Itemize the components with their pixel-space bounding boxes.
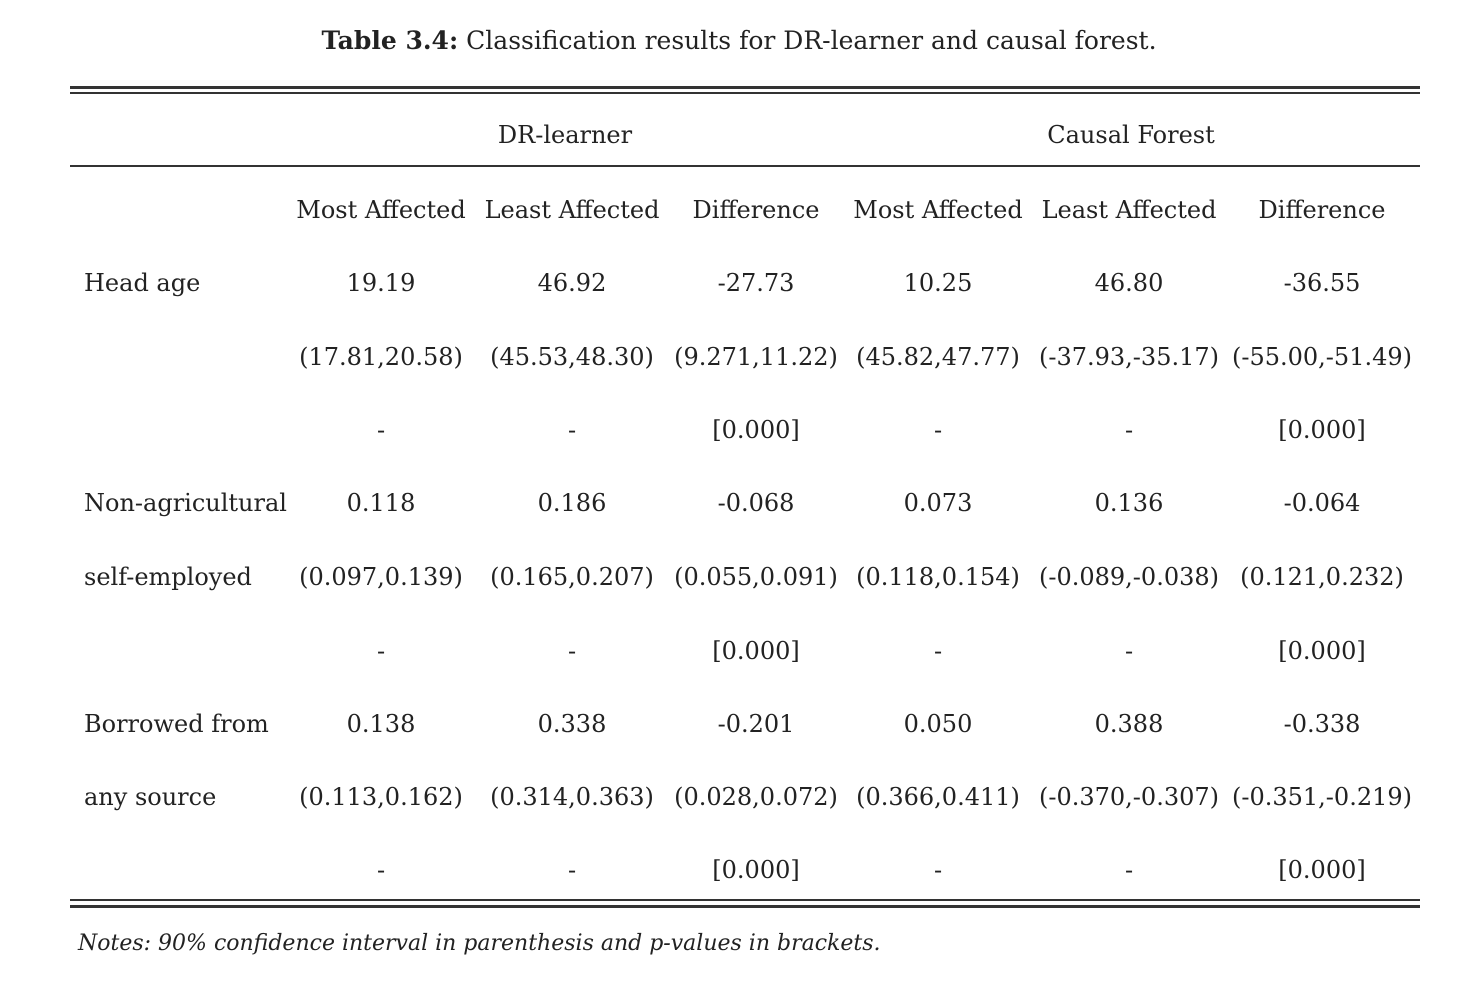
table-bottom-rule: [70, 899, 1420, 901]
table-top-rule-inner: [70, 92, 1420, 94]
table-cell-estimate: -0.068: [717, 489, 795, 517]
table-cell-pvalue: -: [567, 856, 577, 884]
table-cell-estimate: 10.25: [903, 269, 973, 297]
table-cell-pvalue: -: [567, 637, 577, 665]
column-header: Most Affected: [296, 196, 466, 224]
table-cell-estimate: -36.55: [1283, 269, 1361, 297]
table-cell-interval: (0.097,0.139): [299, 563, 463, 591]
table-cell-interval: (0.028,0.072): [674, 783, 838, 811]
table-cell-interval: (17.81,20.58): [299, 343, 463, 371]
table-cell-interval: (0.055,0.091): [674, 563, 838, 591]
column-header: Most Affected: [853, 196, 1023, 224]
table-cell-estimate: 0.338: [537, 710, 607, 738]
table-cell-pvalue: [0.000]: [1278, 856, 1366, 884]
caption-text: Classification results for DR-learner an…: [466, 26, 1157, 55]
table-cell-estimate: 0.388: [1094, 710, 1164, 738]
table-cell-interval: (-0.351,-0.219): [1232, 783, 1412, 811]
table-cell-interval: (0.121,0.232): [1240, 563, 1404, 591]
table-cell-interval: (-0.089,-0.038): [1039, 563, 1219, 591]
table-cell-pvalue: [0.000]: [712, 856, 800, 884]
table-cell-pvalue: -: [933, 637, 943, 665]
table-cell-pvalue: -: [376, 856, 386, 884]
table-cell-interval: (-55.00,-51.49): [1232, 343, 1412, 371]
column-header: Least Affected: [1041, 196, 1217, 224]
row-label: self-employed: [84, 563, 252, 591]
row-label: any source: [84, 783, 217, 811]
group-header-causal-forest: Causal Forest: [1047, 121, 1215, 149]
table-cell-interval: (0.113,0.162): [299, 783, 463, 811]
caption-label: Table 3.4:: [321, 26, 459, 55]
table-cell-pvalue: [0.000]: [1278, 637, 1366, 665]
table-cell-estimate: 0.118: [346, 489, 416, 517]
table-cell-interval: (-37.93,-35.17): [1039, 343, 1219, 371]
table-cell-interval: (-0.370,-0.307): [1039, 783, 1219, 811]
table-cell-estimate: -0.338: [1283, 710, 1361, 738]
table-cell-interval: (45.82,47.77): [856, 343, 1020, 371]
table-cell-estimate: -0.064: [1283, 489, 1361, 517]
row-label: Non-agricultural: [84, 489, 287, 517]
row-label: Borrowed from: [84, 710, 269, 738]
table-cell-estimate: 0.073: [903, 489, 973, 517]
table-cell-pvalue: [0.000]: [1278, 416, 1366, 444]
table-notes: Notes: 90% confidence interval in parent…: [78, 931, 881, 956]
table-cell-interval: (0.314,0.363): [490, 783, 654, 811]
table-cell-interval: (45.53,48.30): [490, 343, 654, 371]
table-bottom-rule-outer: [70, 905, 1420, 908]
table-cell-pvalue: -: [933, 416, 943, 444]
table-cell-estimate: -0.201: [717, 710, 795, 738]
table-cell-estimate: 46.92: [537, 269, 607, 297]
table-cell-pvalue: -: [1124, 856, 1134, 884]
table-cell-pvalue: -: [1124, 637, 1134, 665]
group-header-dr-learner: DR-learner: [497, 121, 633, 149]
table-cell-estimate: 0.186: [537, 489, 607, 517]
table-cell-estimate: 46.80: [1094, 269, 1164, 297]
table-top-rule: [70, 86, 1420, 89]
table-mid-rule: [70, 165, 1420, 167]
table-cell-interval: (0.366,0.411): [856, 783, 1020, 811]
table-cell-pvalue: -: [1124, 416, 1134, 444]
table-cell-estimate: 19.19: [346, 269, 416, 297]
column-header: Difference: [692, 196, 820, 224]
table-cell-estimate: 0.136: [1094, 489, 1164, 517]
table-cell-pvalue: [0.000]: [712, 637, 800, 665]
table-cell-pvalue: -: [376, 637, 386, 665]
table-cell-pvalue: [0.000]: [712, 416, 800, 444]
row-label: Head age: [84, 269, 201, 297]
table-cell-interval: (0.165,0.207): [490, 563, 654, 591]
table-cell-estimate: 0.138: [346, 710, 416, 738]
table-cell-pvalue: -: [376, 416, 386, 444]
column-header: Least Affected: [484, 196, 660, 224]
table-caption: Table 3.4: Classification results for DR-…: [0, 24, 1478, 58]
table-cell-estimate: 0.050: [903, 710, 973, 738]
table-cell-pvalue: -: [567, 416, 577, 444]
column-header: Difference: [1258, 196, 1386, 224]
table-cell-interval: (0.118,0.154): [856, 563, 1020, 591]
table-cell-interval: (9.271,11.22): [674, 343, 838, 371]
table-cell-estimate: -27.73: [717, 269, 795, 297]
table-cell-pvalue: -: [933, 856, 943, 884]
